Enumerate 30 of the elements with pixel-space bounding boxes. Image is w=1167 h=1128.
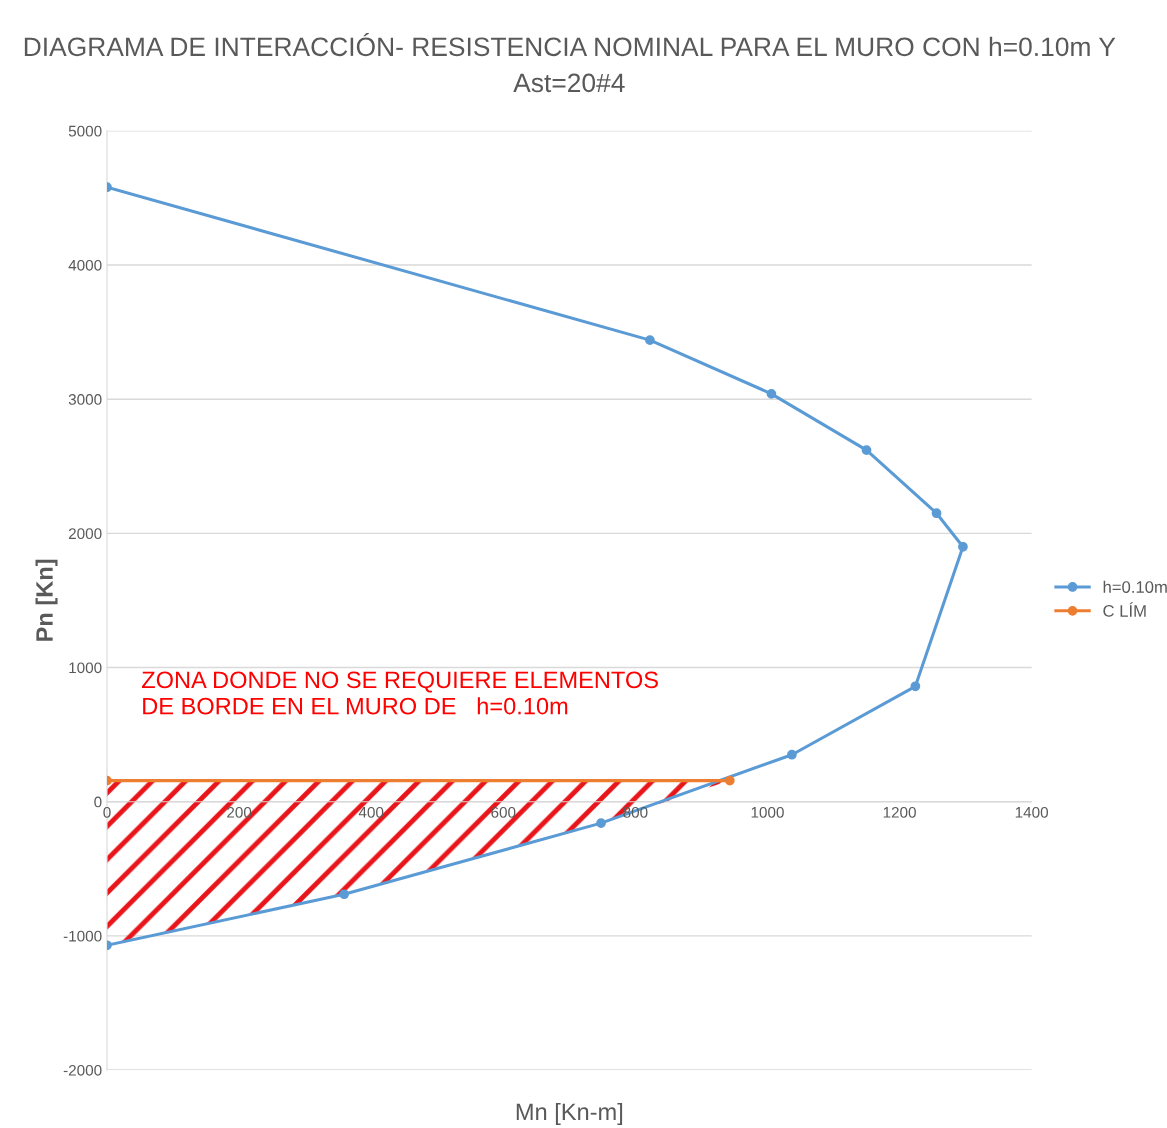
y-tick-label: 3000 xyxy=(68,394,102,405)
x-tick-label: 400 xyxy=(358,806,384,818)
annotation: ZONA DONDE NO SE REQUIERE ELEMENTOS DE BORDE EN EL MURO DE h=0.10m xyxy=(141,671,658,715)
point xyxy=(861,445,872,456)
y-tick-label: 0 xyxy=(94,796,102,808)
point xyxy=(596,818,606,829)
point xyxy=(958,541,968,552)
y-tick-label: 4000 xyxy=(68,259,102,271)
legend-label: C LÍM xyxy=(1103,602,1146,617)
x-tick-label: 0 xyxy=(103,806,111,818)
point xyxy=(910,681,921,692)
point xyxy=(339,889,349,900)
x-tick-label: 1200 xyxy=(883,806,916,818)
x-tick-label: 1000 xyxy=(751,806,784,818)
y-tick-label: -1000 xyxy=(63,930,102,942)
point xyxy=(645,335,655,346)
y-tick-label: 5000 xyxy=(68,125,102,137)
y-axis-title: Pn [Kn] xyxy=(35,559,58,641)
y-tick-label: 1000 xyxy=(69,662,102,674)
x-axis-title: Mn [Kn-m] xyxy=(516,1102,623,1125)
point xyxy=(787,749,797,760)
legend-label: h=0.10m xyxy=(1103,580,1167,593)
x-tick-label: 1400 xyxy=(1015,806,1049,818)
point xyxy=(931,508,942,519)
y-tick-label: 2000 xyxy=(68,528,102,540)
x-tick-label: 600 xyxy=(491,806,516,818)
y-tick-label: -2000 xyxy=(63,1064,102,1076)
point xyxy=(766,388,777,399)
x-tick-label: 200 xyxy=(227,806,252,818)
chart-title: DIAGRAMA DE INTERACCIÓN- RESISTENCIA NOMINAL PARA EL MURO CON h=0.10m Y Ast=20#4 xyxy=(24,33,1116,93)
